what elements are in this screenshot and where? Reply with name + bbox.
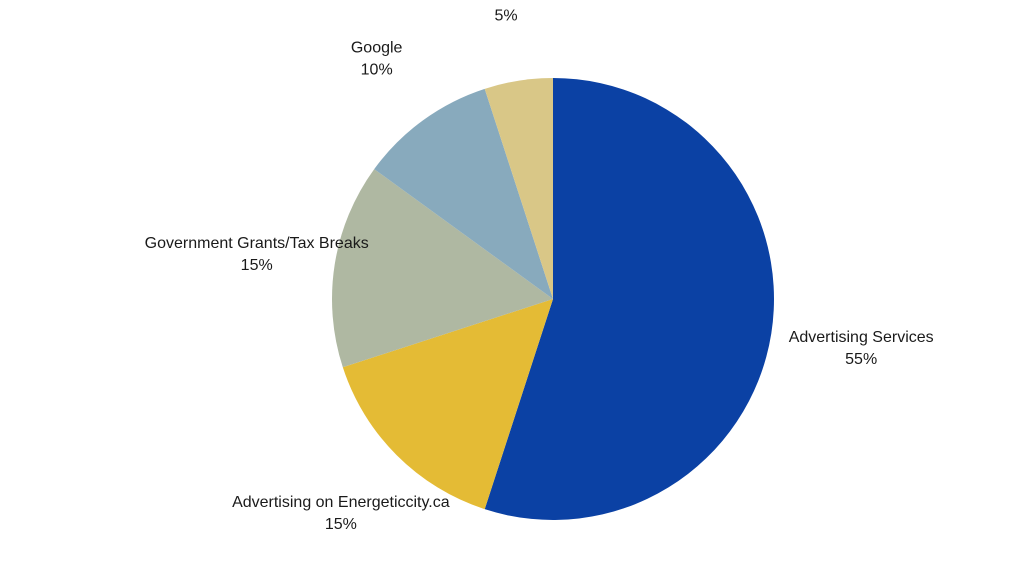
slice-government-grants-tax-breaks: [332, 169, 553, 368]
slice-name: Advertising Services: [789, 329, 934, 346]
slice-label-advertising-on-energeticcity-ca: Advertising on Energeticcity.ca 15%: [232, 494, 450, 533]
slice-label-government-grants-tax-breaks: Government Grants/Tax Breaks 15%: [145, 235, 369, 274]
slice-value: 15%: [241, 257, 273, 274]
slice-name: Reader Revenue: [446, 0, 567, 3]
slice-value: 15%: [325, 516, 357, 533]
pie-slices: [332, 78, 774, 521]
slice-value: 5%: [495, 8, 518, 25]
slice-google: [374, 88, 553, 299]
slice-name: Advertising on Energeticcity.ca: [232, 494, 450, 511]
pie-labels: Advertising Services 55% Advertising on En…: [145, 0, 934, 533]
slice-advertising-on-energeticcity-ca: [342, 299, 553, 510]
slice-label-reader-revenue: Reader Revenue 5%: [446, 0, 567, 25]
slice-name: Google: [351, 39, 403, 56]
slice-label-google: Google 10%: [351, 39, 403, 78]
slice-value: 55%: [845, 351, 877, 368]
slice-advertising-services: [484, 78, 774, 521]
slice-name: Government Grants/Tax Breaks: [145, 235, 369, 252]
slice-value: 10%: [361, 61, 393, 78]
slice-reader-revenue: [484, 78, 553, 299]
slice-label-advertising-services: Advertising Services 55%: [789, 329, 934, 368]
